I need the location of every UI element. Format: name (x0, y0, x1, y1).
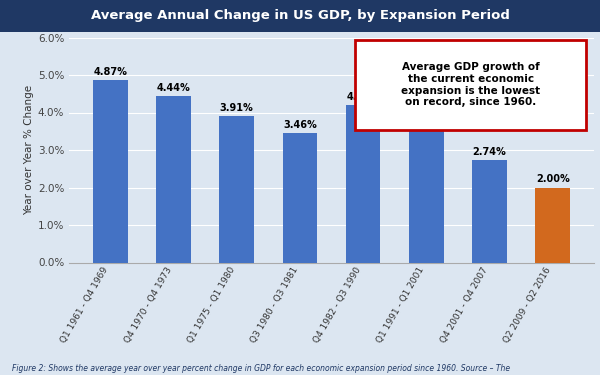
Bar (409, 131, 444, 262)
Bar (535, 188, 570, 262)
Text: Average Annual Change in US GDP, by Expansion Period: Average Annual Change in US GDP, by Expa… (91, 9, 509, 22)
Bar (93, 80, 128, 262)
Text: 3.91%: 3.91% (220, 103, 254, 113)
Text: 2.00%: 2.00% (536, 174, 569, 184)
Text: 2.74%: 2.74% (473, 147, 506, 157)
Text: 4.44%: 4.44% (157, 83, 190, 93)
Bar (283, 133, 317, 262)
Bar (472, 160, 507, 262)
Text: Figure 2: Shows the average year over year percent change in GDP for each econom: Figure 2: Shows the average year over ye… (12, 364, 510, 373)
Text: 3.50%: 3.50% (409, 118, 443, 128)
FancyBboxPatch shape (355, 40, 586, 130)
Y-axis label: Year over Year % Change: Year over Year % Change (23, 85, 34, 215)
Text: Average GDP growth of
the current economic
expansion is the lowest
on record, si: Average GDP growth of the current econom… (401, 62, 540, 107)
Text: 4.87%: 4.87% (94, 67, 127, 77)
Bar (156, 96, 191, 262)
Bar (346, 105, 380, 262)
Bar (219, 116, 254, 262)
Text: 4.19%: 4.19% (346, 92, 380, 102)
Text: 3.46%: 3.46% (283, 120, 317, 130)
